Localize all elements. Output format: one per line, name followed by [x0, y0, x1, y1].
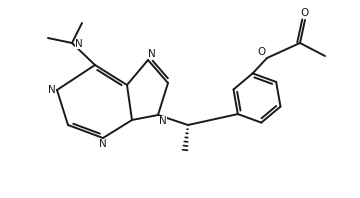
- Text: N: N: [159, 116, 167, 126]
- Text: O: O: [301, 8, 309, 18]
- Text: N: N: [75, 39, 83, 49]
- Text: N: N: [148, 49, 156, 59]
- Text: O: O: [258, 47, 266, 57]
- Text: N: N: [99, 139, 107, 149]
- Text: N: N: [48, 85, 56, 95]
